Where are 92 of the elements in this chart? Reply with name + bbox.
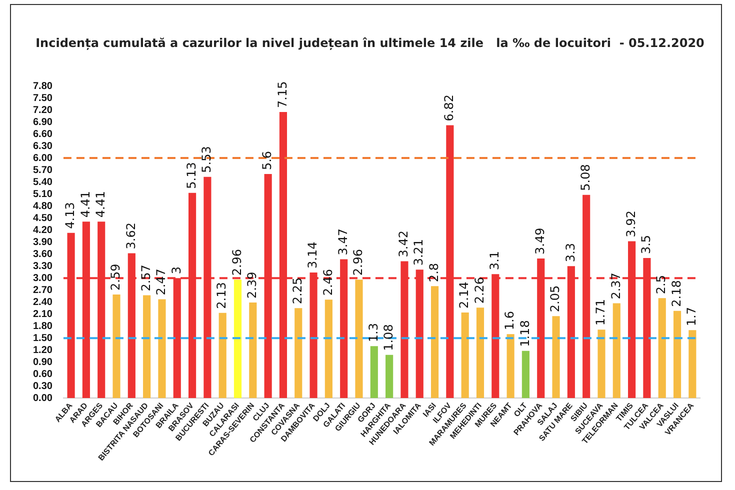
y-tick-label: 2.70 [32,284,53,296]
bar [476,308,484,398]
data-label: 6.82 [442,94,456,122]
data-label: 2.59 [108,264,123,290]
bar [294,308,302,398]
data-label: 3.3 [563,242,578,262]
data-label: 2.47 [154,268,168,296]
data-label: 3.62 [124,222,138,250]
data-label: 2.5 [654,274,668,294]
chart-title: Incidența cumulată a cazurilor la nivel județean în ultimele 14 zile la ‰ de locuitori - 05.12.2020 [34,36,706,50]
data-label: 2.25 [290,277,304,304]
y-tick-label: 6.90 [32,116,53,128]
y-tick-label: 6.00 [32,152,53,164]
data-label: 2.13 [214,282,229,309]
y-tick-label: 1.20 [32,344,53,356]
y-tick-label: 6.60 [32,128,53,140]
data-label: 3.92 [624,210,638,238]
data-label: 4.41 [93,190,108,218]
y-tick-label: 2.40 [32,296,53,308]
data-label: 1.3 [366,322,380,342]
y-tick-label: 4.20 [32,224,53,236]
data-label: 5.13 [184,162,198,189]
data-label: 3.14 [306,242,320,268]
data-label: 2.18 [669,280,684,307]
y-tick-label: 3.60 [32,248,53,260]
data-label: 3.47 [336,228,350,256]
bar [673,310,682,398]
data-label: 3.1 [488,250,502,270]
data-label: 1.7 [684,306,699,326]
y-tick-label: 7.50 [32,92,53,104]
y-tick-label: 2.10 [32,308,53,320]
y-tick-label: 3.30 [32,260,53,272]
y-tick-label: 1.80 [32,320,53,332]
bar [598,330,606,398]
bar [430,286,439,398]
data-label: 2.96 [230,248,244,276]
data-label: 7.15 [275,81,290,108]
bar [158,299,166,398]
data-label: 3 [169,266,184,274]
bar [249,302,257,398]
y-tick-label: 3.90 [32,236,53,248]
bar [355,280,363,398]
y-tick-label: 0.60 [32,368,53,380]
bar [461,312,469,398]
data-label: 1.71 [594,298,608,326]
data-label: 5.6 [260,150,274,170]
data-label: 2.39 [245,272,260,298]
y-tick-label: 0.90 [32,356,53,368]
y-tick-label: 0.30 [32,380,53,392]
y-tick-label: 4.50 [32,212,53,224]
bar [370,346,378,398]
data-label: 1.18 [518,320,532,347]
data-label: 3.49 [532,228,547,254]
y-tick-label: 7.80 [32,80,53,92]
data-label: 2.37 [608,272,623,300]
y-tick-label: 5.70 [32,164,53,176]
y-tick-label: 6.30 [32,140,53,152]
data-label: 2.8 [426,262,441,282]
bar [218,312,226,398]
y-tick-label: 5.10 [32,188,53,200]
bar [234,280,242,398]
y-tick-label: 0.00 [32,392,53,404]
data-label: 3.42 [396,230,411,258]
y-tick-label: 4.80 [32,200,53,212]
y-tick-label: 3.00 [32,272,53,284]
bar [552,316,560,398]
data-label: 2.96 [351,248,366,276]
bar [612,303,620,398]
data-label: 2.14 [457,282,472,308]
data-label: 2.26 [472,276,486,304]
bar [386,354,394,398]
data-label: 3.21 [412,238,426,266]
data-label: 1.6 [502,310,517,330]
bar [324,300,332,398]
bar [112,294,120,398]
data-label: 4.13 [63,202,78,229]
data-label: 1.08 [381,324,396,351]
data-label: 2.46 [320,268,335,296]
bar [658,298,666,398]
data-label: 2.05 [548,285,562,312]
data-label: 4.41 [78,190,92,218]
data-label: 2.57 [138,264,153,292]
y-tick-label: 1.50 [32,332,53,344]
bar [506,334,514,398]
data-label: 5.53 [200,146,214,173]
data-label: 3.5 [639,234,654,254]
data-label: 5.08 [578,164,592,191]
bar [688,330,696,398]
bar [143,295,151,398]
bar [522,350,530,398]
y-tick-label: 5.40 [32,176,53,188]
y-tick-label: 7.20 [32,104,53,116]
